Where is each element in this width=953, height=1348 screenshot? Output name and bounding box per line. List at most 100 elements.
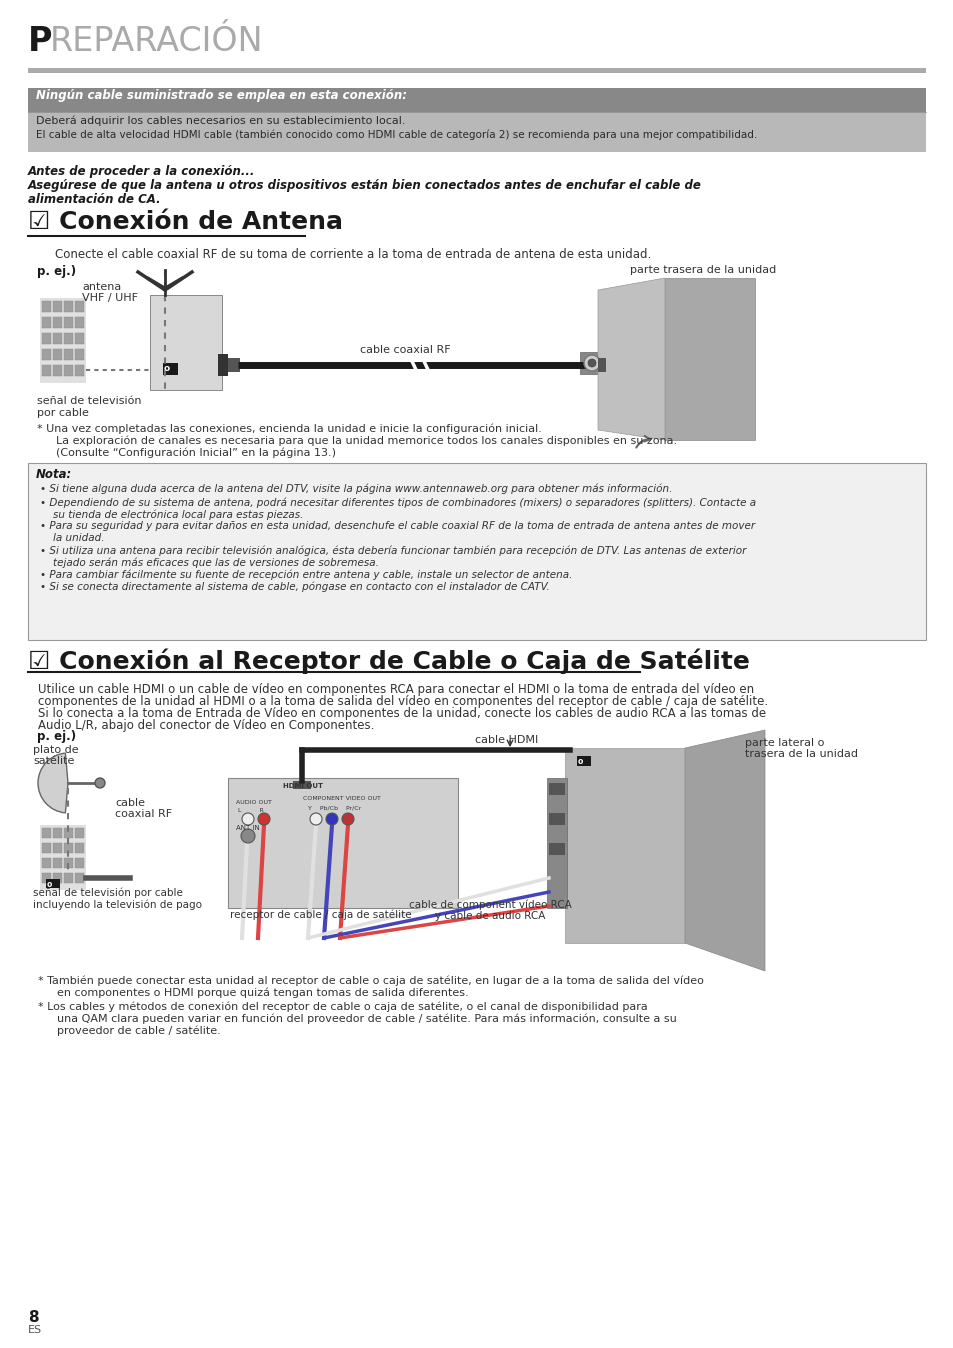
Bar [40,825,86,890]
Text: * Los cables y métodos de conexión del receptor de cable o caja de satélite, o e: * Los cables y métodos de conexión del r… [38,1002,647,1012]
Bar [218,355,228,376]
Bar [53,828,62,838]
Bar [163,363,178,375]
Bar [42,317,51,328]
Bar [53,301,62,311]
Text: Utilice un cable HDMI o un cable de vídeo en componentes RCA para conectar el HD: Utilice un cable HDMI o un cable de víde… [38,683,753,696]
Text: * También puede conectar esta unidad al receptor de cable o caja de satélite, en: * También puede conectar esta unidad al … [38,975,703,985]
Text: trasera de la unidad: trasera de la unidad [744,749,857,759]
Bar [75,857,84,868]
Bar [64,874,73,883]
Bar [75,828,84,838]
Bar [28,112,925,152]
Bar [548,783,564,795]
Bar [53,842,62,853]
Text: Deberá adquirir los cables necesarios en su establecimiento local.: Deberá adquirir los cables necesarios en… [36,115,405,125]
Text: parte lateral o: parte lateral o [744,737,823,748]
Bar [42,828,51,838]
Bar [42,874,51,883]
Text: COMPONENT VIDEO OUT: COMPONENT VIDEO OUT [303,797,380,801]
Bar [28,88,925,112]
Text: la unidad.: la unidad. [40,532,105,543]
Text: Si lo conecta a la toma de Entrada de Vídeo en componentes de la unidad, conecte: Si lo conecta a la toma de Entrada de Ví… [38,706,765,720]
Text: • Para cambiar fácilmente su fuente de recepción entre antena y cable, instale u: • Para cambiar fácilmente su fuente de r… [40,569,572,580]
Bar [150,295,222,390]
Bar [564,748,684,944]
Text: parte trasera de la unidad: parte trasera de la unidad [629,266,776,275]
Circle shape [257,813,270,825]
Text: • Si se conecta directamente al sistema de cable, póngase en contacto con el ins: • Si se conecta directamente al sistema … [40,581,549,592]
Text: La exploración de canales es necesaria para que la unidad memorice todos los can: La exploración de canales es necesaria p… [49,435,677,446]
Text: L         R: L R [237,807,263,813]
Circle shape [341,813,354,825]
Bar [577,756,590,766]
Text: Nota:: Nota: [36,468,72,481]
Text: El cable de alta velocidad HDMI cable (también conocido como HDMI cable de categ: El cable de alta velocidad HDMI cable (t… [36,129,757,140]
Text: en componentes o HDMI porque quizá tengan tomas de salida diferentes.: en componentes o HDMI porque quizá tenga… [50,987,468,998]
Bar [579,352,601,373]
Bar [42,365,51,376]
Bar [64,842,73,853]
Text: HDMI OUT: HDMI OUT [283,783,323,789]
Bar [293,780,311,789]
Text: • Dependiendo de su sistema de antena, podrá necesitar diferentes tipos de combi: • Dependiendo de su sistema de antena, p… [40,497,756,507]
Bar [28,67,925,73]
Bar [548,813,564,825]
Text: tejado serán más eficaces que las de versiones de sobremesa.: tejado serán más eficaces que las de ver… [40,557,378,568]
Text: o: o [164,364,170,373]
Bar [75,365,84,376]
Text: por cable: por cable [37,408,89,418]
Wedge shape [38,754,68,813]
Bar [64,333,73,344]
Text: VHF / UHF: VHF / UHF [82,293,138,303]
Bar [53,874,62,883]
Bar [75,842,84,853]
Text: plato de: plato de [33,745,78,755]
Text: • Para su seguridad y para evitar daños en esta unidad, desenchufe el cable coax: • Para su seguridad y para evitar daños … [40,520,755,531]
Text: p. ej.): p. ej.) [37,731,76,743]
Bar [75,317,84,328]
Text: • Si tiene alguna duda acerca de la antena del DTV, visite la página www.antenna: • Si tiene alguna duda acerca de la ante… [40,483,672,493]
Text: o: o [47,880,52,888]
Bar [598,359,605,372]
Bar [64,828,73,838]
Bar [64,857,73,868]
Text: alimentación de CA.: alimentación de CA. [28,193,160,206]
Polygon shape [598,278,664,439]
Text: • Si utiliza una antena para recibir televisión analógica, ésta debería funciona: • Si utiliza una antena para recibir tel… [40,545,745,555]
Bar [42,349,51,360]
Text: cable: cable [115,798,145,807]
Text: señal de televisión por cable: señal de televisión por cable [33,888,183,899]
Bar [46,879,60,888]
Text: Ningún cable suministrado se emplea en esta conexión:: Ningún cable suministrado se emplea en e… [36,89,407,102]
Bar [53,857,62,868]
Bar [42,857,51,868]
Bar [548,842,564,855]
Bar [75,874,84,883]
Text: receptor de cable / caja de satélite: receptor de cable / caja de satélite [230,910,411,921]
Bar [546,778,566,909]
Bar [64,365,73,376]
Text: señal de televisión: señal de televisión [37,396,141,406]
Text: Asegúrese de que la antena u otros dispositivos están bien conectados antes de e: Asegúrese de que la antena u otros dispo… [28,179,701,191]
Text: cable de component vídeo RCA: cable de component vídeo RCA [408,900,571,910]
Bar [228,778,457,909]
Text: ☑ Conexión al Receptor de Cable o Caja de Satélite: ☑ Conexión al Receptor de Cable o Caja d… [28,648,749,674]
Text: su tienda de electrónica local para estas piezas.: su tienda de electrónica local para esta… [40,510,303,519]
Text: incluyendo la televisión de pago: incluyendo la televisión de pago [33,899,202,910]
Circle shape [242,813,253,825]
Bar [53,349,62,360]
Bar [75,301,84,311]
Bar [53,365,62,376]
Text: AUDIO OUT: AUDIO OUT [235,799,272,805]
Text: Antes de proceder a la conexión...: Antes de proceder a la conexión... [28,164,255,178]
Circle shape [241,829,254,842]
Text: ☑ Conexión de Antena: ☑ Conexión de Antena [28,210,343,235]
Text: 8: 8 [28,1310,38,1325]
Bar [222,359,240,372]
Text: cable coaxial RF: cable coaxial RF [359,345,450,355]
Circle shape [95,778,105,789]
Text: una QAM clara pueden variar en función del proveedor de cable / satélite. Para m: una QAM clara pueden variar en función d… [50,1014,676,1024]
Text: Y    Pb/Cb    Pr/Cr: Y Pb/Cb Pr/Cr [308,805,361,810]
Bar [64,317,73,328]
